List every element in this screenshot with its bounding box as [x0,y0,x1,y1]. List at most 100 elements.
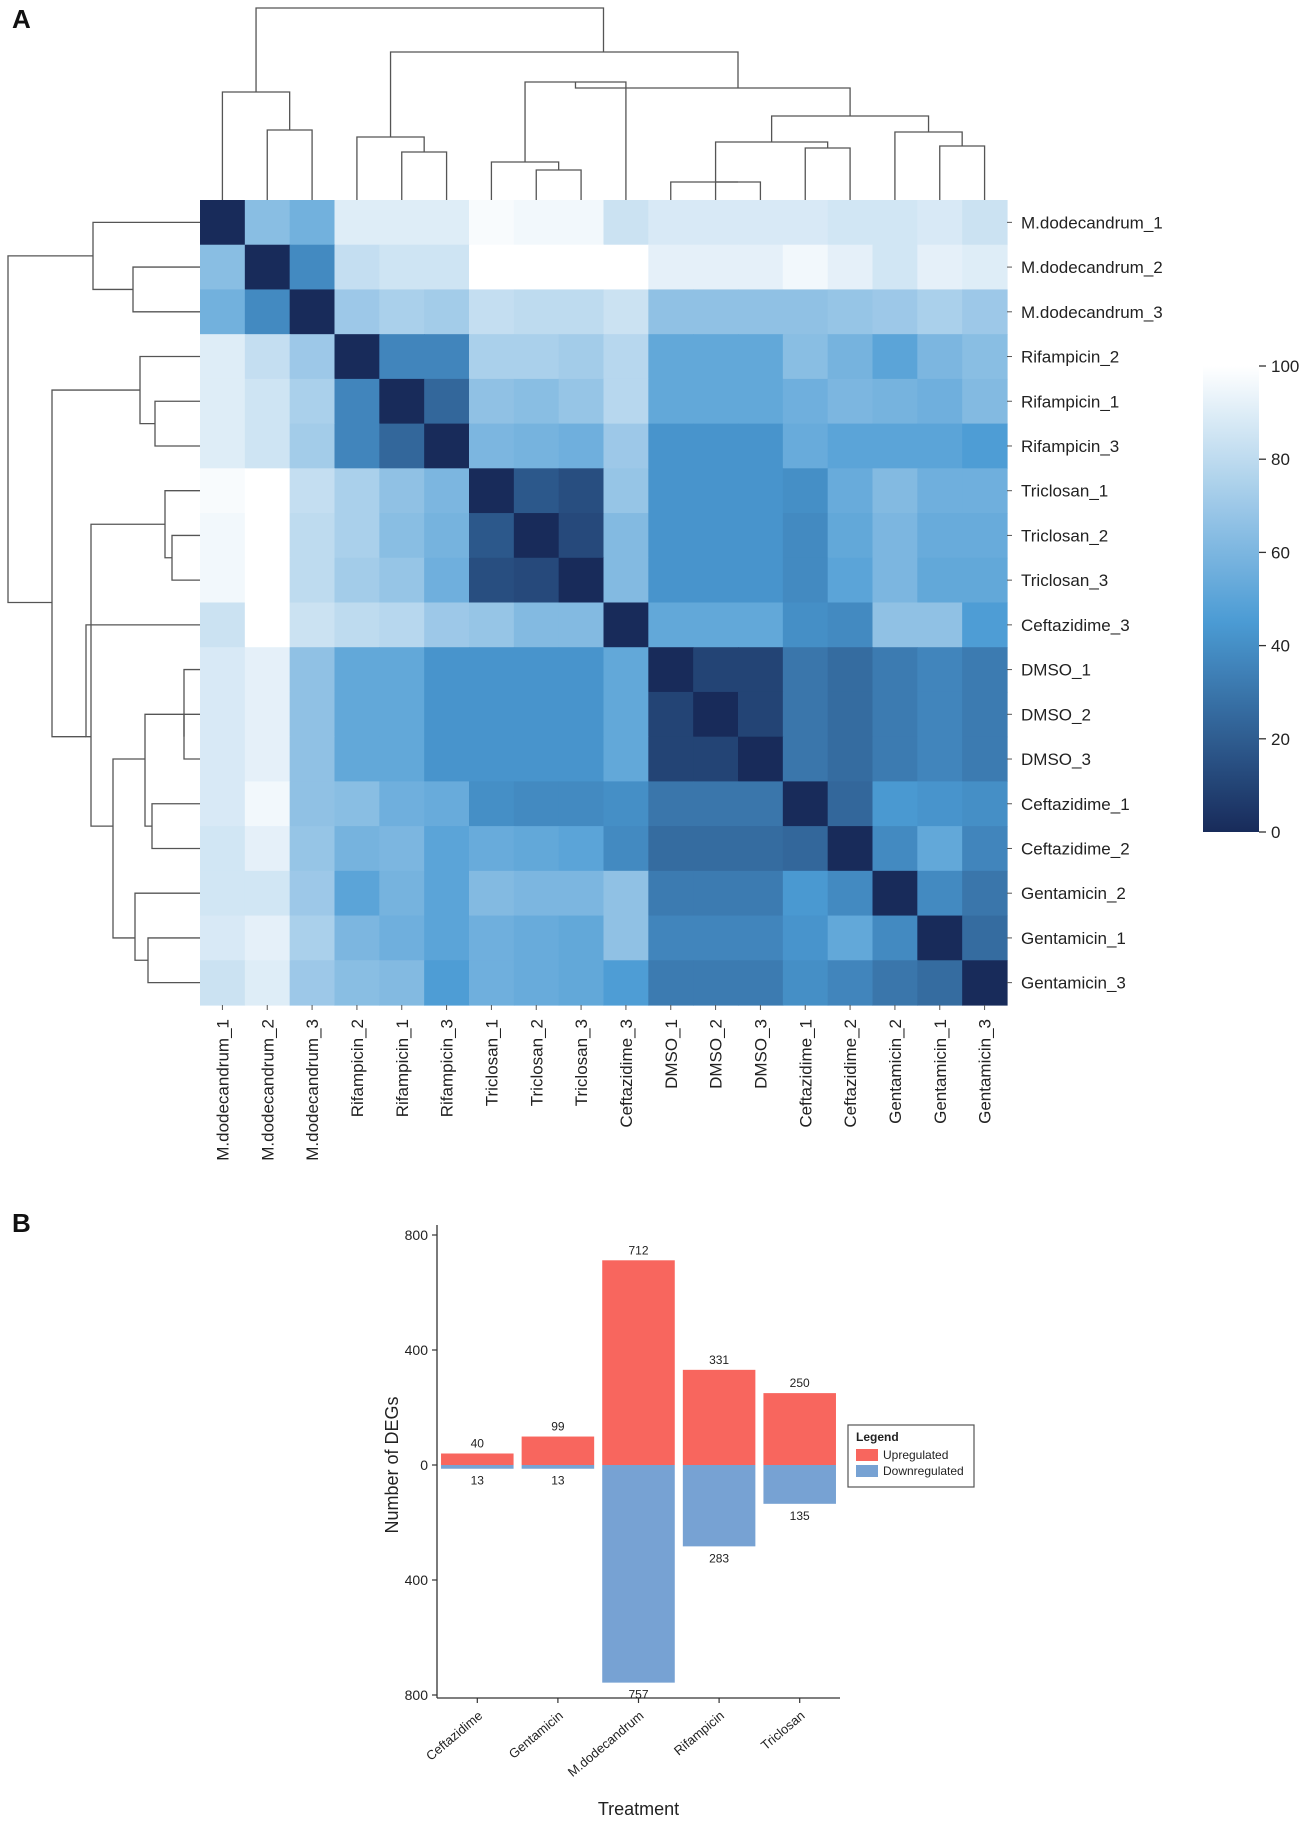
heatmap-cell [693,423,739,469]
heatmap-cell [648,244,694,291]
colorbar-tick-label: 0 [1271,823,1280,842]
heatmap-cell [693,200,739,246]
heatmap-cell [872,378,918,425]
heatmap-cell [334,602,380,648]
heatmap-cell [917,557,963,604]
column-label: M.dodecandrum_3 [303,1019,322,1161]
heatmap-cell [289,557,336,604]
heatmap-cell [872,781,918,827]
heatmap-cell [603,423,649,469]
heatmap-cell [827,557,874,604]
heatmap-cell [469,423,515,469]
heatmap-cell [693,870,739,917]
dendrogram-branch [535,169,582,200]
x-tick-label: M.dodecandrum [565,1708,647,1780]
heatmap-cell [738,647,784,693]
heatmap-cell [827,736,874,782]
heatmap-cell [289,960,336,1006]
heatmap-cell [469,289,515,335]
dendrogram-branch [389,51,739,137]
heatmap-cell [469,870,515,917]
dendrogram-branch [804,147,851,200]
heatmap-cell [782,423,829,469]
heatmap-cell [827,378,874,425]
heatmap-cell [244,200,291,246]
heatmap-cell [513,289,560,335]
heatmap-cell [424,826,470,872]
heatmap-cell [244,870,291,917]
heatmap-cell [200,334,246,380]
heatmap-cell [424,289,470,335]
heatmap-cell [693,691,739,738]
row-label: DMSO_3 [1021,750,1091,769]
bar-upregulated [602,1260,675,1465]
heatmap-cell [693,826,739,872]
heatmap-cell [603,960,649,1006]
heatmap-cell [872,557,918,604]
heatmap-cell [424,378,470,425]
heatmap-cell [469,468,515,514]
row-label: Ceftazidime_2 [1021,839,1130,858]
heatmap-cell [782,378,829,425]
heatmap-cell [603,513,649,559]
heatmap-cell [513,513,560,559]
dendrogram-branch [939,145,986,200]
dendrogram-branch [183,668,200,737]
dendrogram-branch [147,937,200,984]
heatmap-cell [513,647,560,693]
heatmap-cell [379,200,425,246]
heatmap-cell [693,602,739,648]
heatmap-cell [917,960,963,1006]
x-tick-label: Ceftazidime [423,1708,485,1764]
heatmap-cell [558,334,605,380]
heatmap-cell [782,826,829,872]
heatmap-cell [334,423,380,469]
heatmap-cell [469,602,515,648]
heatmap-cell [693,244,739,291]
row-label: Triclosan_3 [1021,571,1108,590]
heatmap-cell [693,334,739,380]
bar-upregulated [441,1453,514,1465]
bar-label-downregulated: 135 [790,1509,810,1523]
heatmap-cell [603,289,649,335]
heatmap-cell [917,870,963,917]
heatmap-cell [379,557,425,604]
legend-title: Legend [856,1430,899,1444]
heatmap-cell [917,781,963,827]
heatmap-cell [200,647,246,693]
bar-upregulated [521,1436,595,1465]
heatmap-cell [513,468,560,514]
heatmap-cell [648,200,694,246]
dendrogram-branch [164,490,200,559]
heatmap-cell [738,468,784,514]
legend-label: Upregulated [883,1448,948,1462]
heatmap-cell [693,960,739,1006]
heatmap-cell [693,557,739,604]
bar-downregulated [441,1465,514,1469]
heatmap-cell [782,647,829,693]
legend-swatch [856,1449,878,1461]
bar-upregulated [763,1393,836,1465]
heatmap-cell [782,960,829,1006]
dendrogram-branch [266,129,313,200]
heatmap-cell [334,378,380,425]
column-label: Gentamicin_3 [976,1019,995,1124]
heatmap-cell [244,602,291,648]
heatmap-cell [469,200,515,246]
heatmap-cell [244,244,291,291]
heatmap-cell [738,736,784,782]
heatmap-cell [424,647,470,693]
heatmap-cell [244,781,291,827]
heatmap-cell [827,200,874,246]
dendrogram-branch [221,91,291,200]
y-tick-label: 800 [405,1227,429,1243]
heatmap-cell [424,334,470,380]
row-label: DMSO_1 [1021,661,1091,680]
heatmap-cell [424,602,470,648]
heatmap-cell [962,378,1008,425]
heatmap-cell [782,781,829,827]
heatmap-cell [513,244,560,291]
column-label: Gentamicin_2 [886,1019,905,1124]
heatmap-cell [558,200,605,246]
dendrogram-branch [401,151,448,200]
